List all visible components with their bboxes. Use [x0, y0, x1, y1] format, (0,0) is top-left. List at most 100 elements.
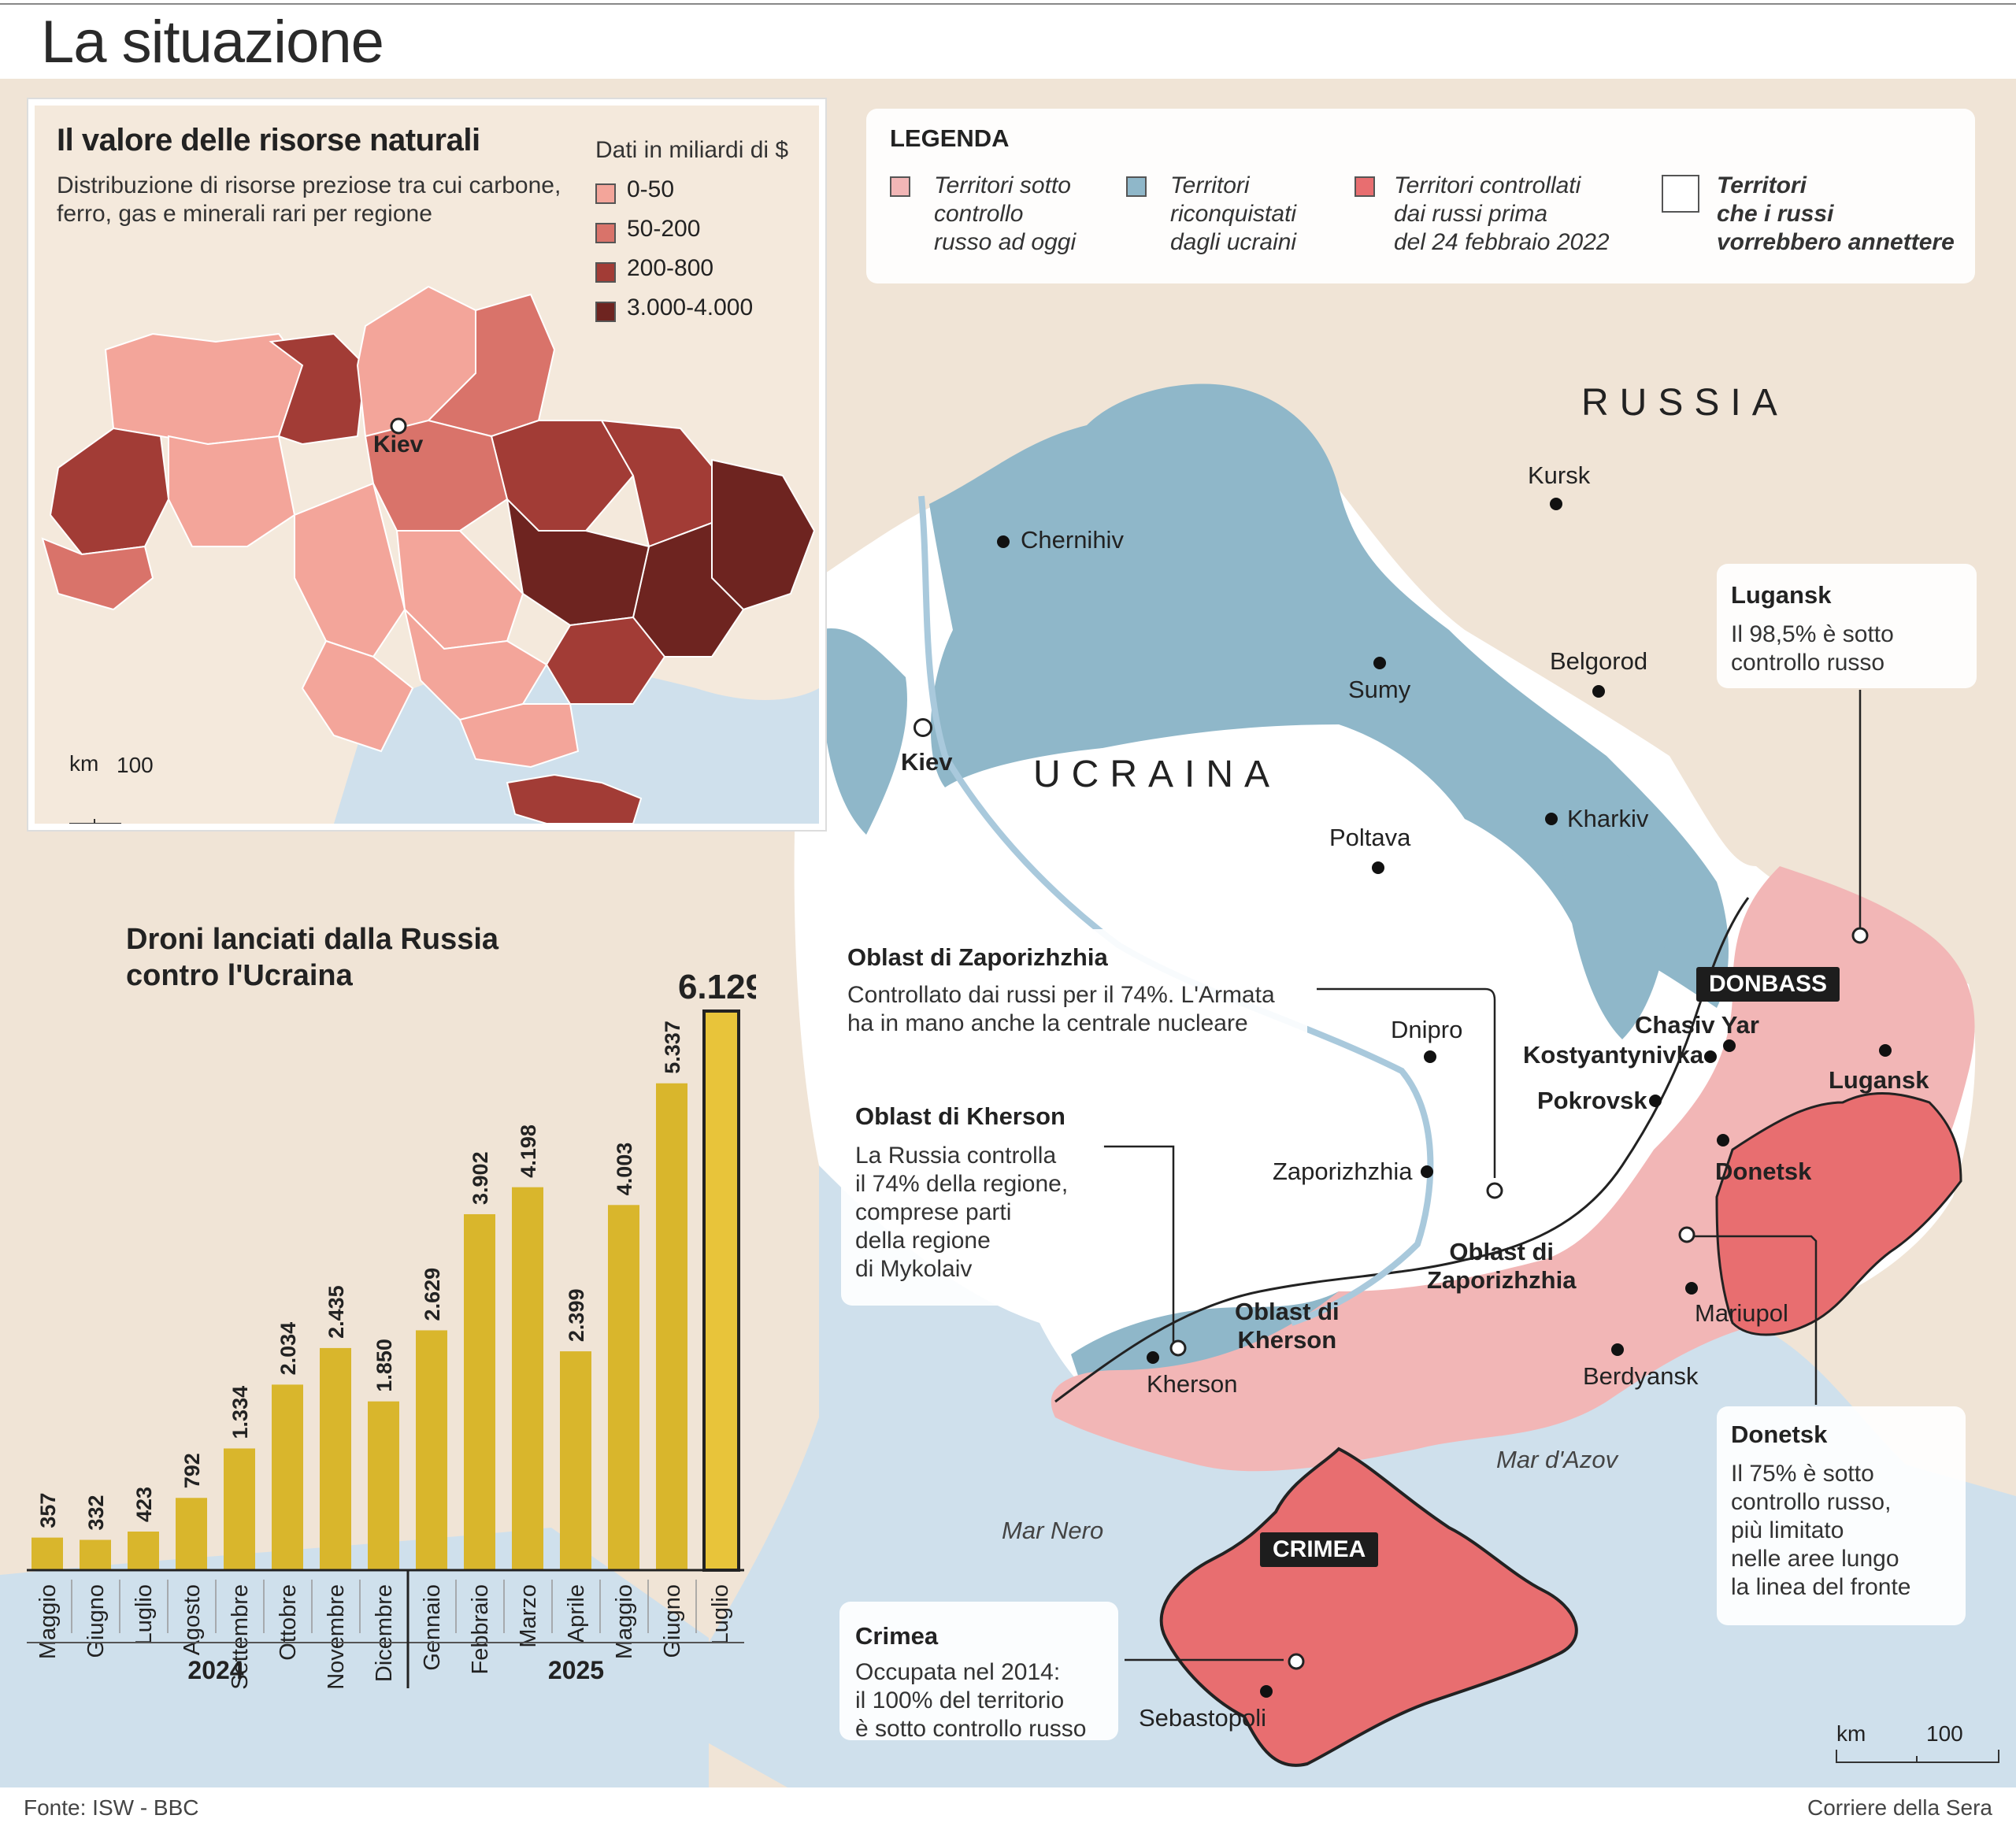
reconquered-west	[819, 628, 907, 835]
dot-kharkiv	[1545, 813, 1558, 825]
chart-title: Droni lanciati dalla Russia contro l'Ucr…	[126, 923, 499, 992]
label-russia: RUSSIA	[1581, 382, 1788, 424]
dot-chasiv-yar	[1723, 1039, 1736, 1052]
category-label-2: Luglio	[132, 1584, 157, 1645]
category-label-9: Febbraio	[468, 1584, 493, 1674]
dot-kostyantynivka	[1704, 1050, 1717, 1063]
bar-value-label-7: 1.850	[372, 1339, 396, 1392]
inset-legend: 0-50 50-200 200-800 3.000-4.000	[595, 176, 753, 334]
inset-legend-label-2: 200-800	[627, 255, 714, 281]
bar-value-label-3: 792	[180, 1453, 204, 1488]
inset-legend-row-2: 200-800	[595, 255, 753, 295]
bar-value-label-5: 2.034	[276, 1322, 300, 1376]
page-title: La situazione	[41, 9, 384, 76]
inset-region-cherkasy	[364, 419, 509, 532]
legend-label-pre2022: Territori controllati dai russi prima de…	[1394, 172, 1610, 255]
bar-6	[320, 1347, 351, 1570]
callout-donetsk: Donetsk Il 75% è sotto controllo russo, …	[1717, 1406, 1966, 1625]
bar-0	[32, 1537, 63, 1570]
city-berdyansk: Berdyansk	[1583, 1362, 1699, 1390]
inset-legend-title: Dati in miliardi di $	[595, 137, 789, 163]
bar-1	[80, 1539, 111, 1570]
dot-berdyansk	[1611, 1343, 1624, 1356]
inset-legend-swatch-3	[595, 301, 616, 322]
inset-scale-value: 100	[117, 753, 154, 777]
category-label-3: Agosto	[180, 1584, 205, 1655]
inset-legend-swatch-1	[595, 222, 616, 243]
dot-kiev	[914, 718, 932, 737]
legend-swatch-pre2022	[1354, 176, 1375, 197]
bar-value-label-12: 4.003	[613, 1143, 636, 1196]
callout-donetsk-text: Il 75% è sotto controllo russo, più limi…	[1731, 1461, 1911, 1600]
inset-legend-row-0: 0-50	[595, 176, 753, 216]
bar-value-label-4: 1.334	[228, 1386, 252, 1439]
drone-bar-chart: 357 Maggio 332 Giugno 423 Luglio 792 Agosto 1.33…	[27, 968, 756, 1690]
inset-map	[35, 106, 819, 824]
front-line	[1054, 897, 1750, 1403]
footer-publisher: Corriere della Sera	[1807, 1795, 1992, 1820]
city-poltava: Poltava	[1329, 824, 1411, 851]
top-rule	[0, 3, 2016, 5]
callout-lugansk-title: Lugansk	[1731, 581, 1832, 609]
leader-donetsk	[1687, 1235, 1818, 1405]
category-label-10: Marzo	[516, 1584, 541, 1648]
bar-value-label-2: 423	[132, 1487, 156, 1522]
inset-region-sw	[41, 537, 154, 611]
callout-zaporizhzhia-title: Oblast di Zaporizhzhia	[847, 943, 1108, 971]
callout-crimea-text: Occupata nel 2014: il 100% del territori…	[855, 1659, 1087, 1742]
legend-label-reconquered: Territori riconquistati dagli ucraini	[1170, 172, 1297, 255]
dot-donetsk	[1717, 1134, 1729, 1147]
pointer-zaporizhzhia	[1486, 1182, 1503, 1199]
inset-scale-unit: km	[69, 751, 99, 776]
inset-kiev-dot	[390, 417, 407, 435]
inset-region-nw	[104, 332, 304, 446]
city-kharkiv: Kharkiv	[1567, 805, 1649, 832]
callout-lugansk: Lugansk Il 98,5% è sotto controllo russo	[1717, 564, 1977, 688]
bar-value-label-8: 2.629	[421, 1268, 444, 1321]
legend-label-occupied: Territori sotto controllo russo ad oggi	[934, 172, 1077, 255]
city-zaporizhzhia: Zaporizhzhia	[1273, 1158, 1413, 1185]
inset-region-mykolaiv	[403, 606, 548, 721]
bar-value-label-14: 6.129	[678, 968, 756, 1006]
city-chasiv-yar: Chasiv Yar	[1635, 1011, 1759, 1039]
category-label-8: Gennaio	[420, 1584, 445, 1671]
sea-southwest	[0, 1528, 709, 1787]
city-mariupol: Mariupol	[1695, 1299, 1788, 1327]
legend-label-annex: Territori che i russi vorrebbero annette…	[1717, 172, 1955, 255]
city-sebastopoli: Sebastopoli	[1139, 1704, 1267, 1732]
sea-label-azov: Mar d'Azov	[1496, 1446, 1618, 1473]
inset-region-center-west	[168, 435, 296, 547]
inset-subtitle: Distribuzione di risorse preziose tra cu…	[57, 172, 561, 227]
bar-4	[224, 1448, 255, 1570]
category-label-13: Giugno	[660, 1584, 685, 1658]
category-label-1: Giugno	[83, 1584, 109, 1658]
tag-crimea: CRIMEA	[1260, 1532, 1379, 1567]
category-label-11: Aprile	[564, 1584, 589, 1643]
dot-sebastopoli	[1260, 1685, 1273, 1698]
bar-value-label-6: 2.435	[324, 1285, 348, 1339]
callout-donetsk-title: Donetsk	[1731, 1421, 1828, 1448]
legend-swatch-annex	[1662, 175, 1699, 213]
bar-2	[128, 1531, 159, 1570]
callout-kherson-title: Oblast di Kherson	[855, 1102, 1065, 1130]
category-label-14: Luglio	[708, 1584, 733, 1645]
callout-crimea: Crimea Occupata nel 2014: il 100% del te…	[839, 1602, 1118, 1742]
pointer-kherson	[1169, 1339, 1187, 1357]
donbass-pre2022	[1715, 1092, 1962, 1336]
inset-legend-row-3: 3.000-4.000	[595, 295, 753, 334]
bar-8	[416, 1330, 447, 1570]
inset-city-kiev: Kiev	[373, 432, 424, 458]
bar-value-label-0: 357	[36, 1493, 60, 1528]
callout-lugansk-text: Il 98,5% è sotto controllo russo	[1731, 621, 1894, 676]
bar-value-label-9: 3.902	[469, 1151, 492, 1205]
bar-13	[656, 1083, 687, 1570]
reconquered-kharkiv	[1559, 819, 1670, 1039]
bar-9	[464, 1213, 495, 1570]
year-label-1: 2025	[548, 1656, 604, 1684]
category-label-7: Dicembre	[372, 1584, 397, 1682]
category-label-6: Novembre	[324, 1584, 349, 1690]
dot-kherson	[1147, 1351, 1159, 1364]
pointer-crimea	[1288, 1653, 1305, 1670]
